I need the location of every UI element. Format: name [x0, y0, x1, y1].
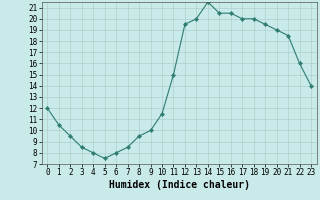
X-axis label: Humidex (Indice chaleur): Humidex (Indice chaleur): [109, 180, 250, 190]
